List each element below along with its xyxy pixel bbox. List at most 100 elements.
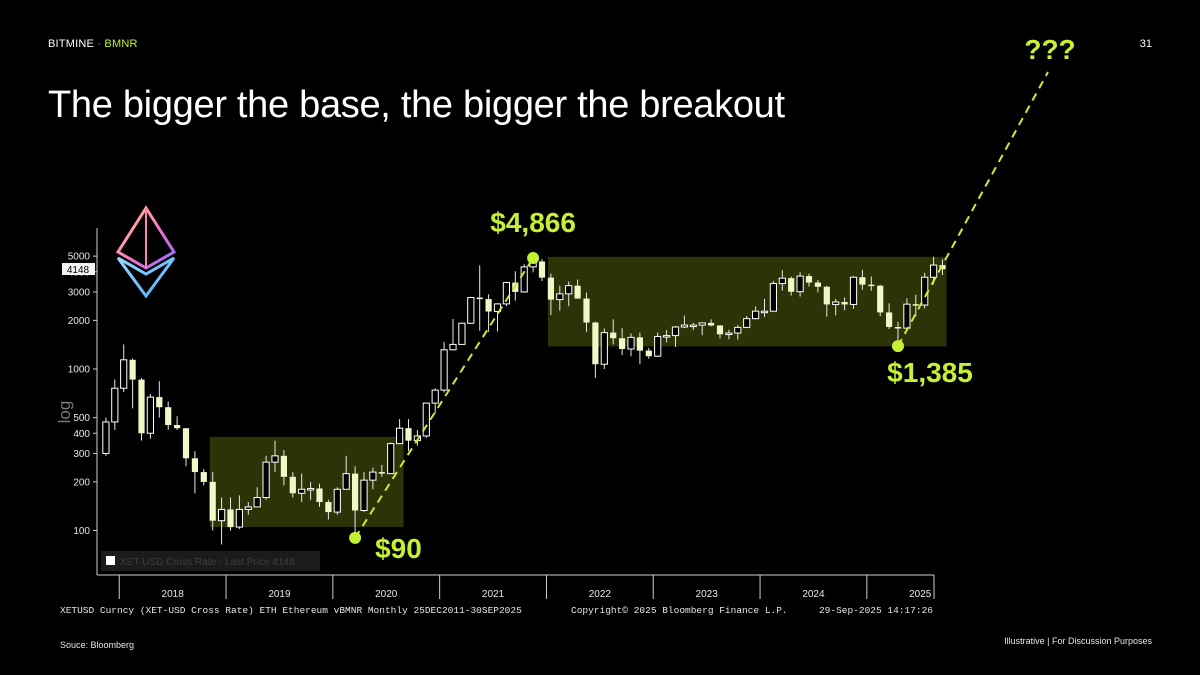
candle-body [289, 476, 296, 494]
candle-body [671, 326, 680, 337]
candle-body [805, 276, 813, 283]
candle-body [253, 497, 261, 508]
trend-line [897, 71, 1049, 347]
annotation-dot [892, 340, 904, 353]
candle-body [431, 389, 439, 404]
x-tick-label: 2024 [802, 589, 825, 600]
disclaimer-note: Illustrative | For Discussion Purposes [1004, 636, 1152, 646]
legend-swatch [106, 556, 115, 565]
candle-body [654, 335, 662, 357]
trend-line [354, 257, 534, 539]
candle-body [316, 488, 323, 503]
candle-body [600, 332, 608, 365]
candle-body [610, 332, 617, 339]
bloomberg-footer-left: XETUSD Curncy (XET-USD Cross Rate) ETH E… [60, 605, 522, 616]
y-axis-scale-label: log [55, 401, 74, 424]
source-note: Souce: Bloomberg [60, 640, 135, 650]
candle-body [209, 481, 216, 521]
y-tick-label: 400 [73, 429, 90, 440]
x-tick-label: 2021 [482, 589, 505, 600]
candle-body [191, 458, 198, 473]
candle-body [903, 303, 911, 329]
brand-lockup: BITMINE · BMNR [48, 38, 138, 50]
candle-body [663, 335, 671, 338]
annotation-label: $4,866 [490, 207, 576, 238]
candle-body [538, 261, 546, 278]
candle-body [369, 471, 377, 481]
candle-body [565, 285, 573, 295]
candle-body [868, 284, 875, 287]
candle-body [129, 359, 136, 380]
candle-body [120, 359, 128, 389]
candle-body [360, 479, 368, 511]
brand-separator: · [97, 38, 102, 50]
candle-body [939, 265, 946, 270]
candle-body [333, 488, 341, 513]
candle-body [849, 276, 858, 305]
trend-lines [354, 71, 1049, 539]
candle-body [218, 508, 226, 522]
candles [102, 256, 946, 545]
bloomberg-footer-copyright: Copyright© 2025 Bloomberg Finance L.P. [571, 605, 788, 616]
annotations: $90 $4,866 $1,385??? [349, 34, 1076, 564]
candle-body [877, 285, 884, 313]
candle-body [636, 337, 643, 351]
annotation-label: $1,385 [887, 357, 973, 388]
y-tick-label: 300 [73, 449, 90, 460]
candle-body [725, 332, 733, 336]
candle-body [165, 407, 172, 426]
candle-body [708, 322, 715, 326]
candle-body [396, 427, 404, 445]
candle-body [583, 298, 590, 323]
candle-body [788, 278, 795, 292]
y-tick-label: 200 [73, 477, 90, 488]
candle-body [476, 297, 483, 300]
legend: XET-USD Cross Rate - Last Price 4148 [101, 551, 320, 571]
bloomberg-footer-timestamp: 29-Sep-2025 14:17:26 [819, 605, 933, 616]
candle-body [502, 282, 510, 305]
candle-body [823, 286, 830, 305]
x-tick-label: 2023 [696, 589, 719, 600]
x-tick-label: 2025 [909, 589, 932, 600]
y-tick-label: 500 [73, 413, 90, 424]
legend-label: XET-USD Cross Rate - Last Price 4148 [120, 557, 295, 568]
candle-body [752, 310, 760, 320]
page-title: The bigger the base, the bigger the brea… [48, 84, 785, 126]
x-tick-label: 2020 [375, 589, 398, 600]
candle-body [778, 277, 786, 285]
candle-body [832, 301, 840, 305]
y-tick-label: 1000 [68, 365, 91, 376]
candle-body [378, 472, 385, 474]
candle-body [440, 349, 448, 391]
candle-body [111, 387, 119, 423]
candle-body [342, 473, 350, 490]
candle-body [520, 266, 528, 293]
annotation-dot [349, 531, 362, 544]
candle-body [796, 275, 804, 293]
candle-body [760, 310, 769, 314]
candle-body [814, 282, 821, 287]
candle-body [182, 428, 190, 459]
candle-body [930, 264, 938, 278]
candle-body [841, 301, 848, 305]
candle-body [422, 402, 430, 437]
annotation-dot [527, 252, 540, 265]
chart-axes [96, 228, 934, 576]
candle-body [689, 324, 697, 328]
candle-body [271, 455, 279, 463]
candle-body [734, 326, 742, 334]
candle-body [592, 322, 599, 365]
candle-body [619, 338, 626, 349]
candle-body [894, 326, 902, 329]
candle-body [146, 396, 155, 434]
candle-body [174, 425, 181, 429]
candle-body [716, 325, 724, 335]
candle-body [244, 506, 252, 510]
candle-body [102, 421, 110, 454]
candle-body [886, 312, 893, 327]
candle-body [200, 472, 207, 482]
annotation-label: $90 [375, 533, 422, 564]
candle-body [352, 473, 359, 511]
ethereum-logo-icon [115, 205, 177, 299]
candle-body [698, 322, 706, 326]
